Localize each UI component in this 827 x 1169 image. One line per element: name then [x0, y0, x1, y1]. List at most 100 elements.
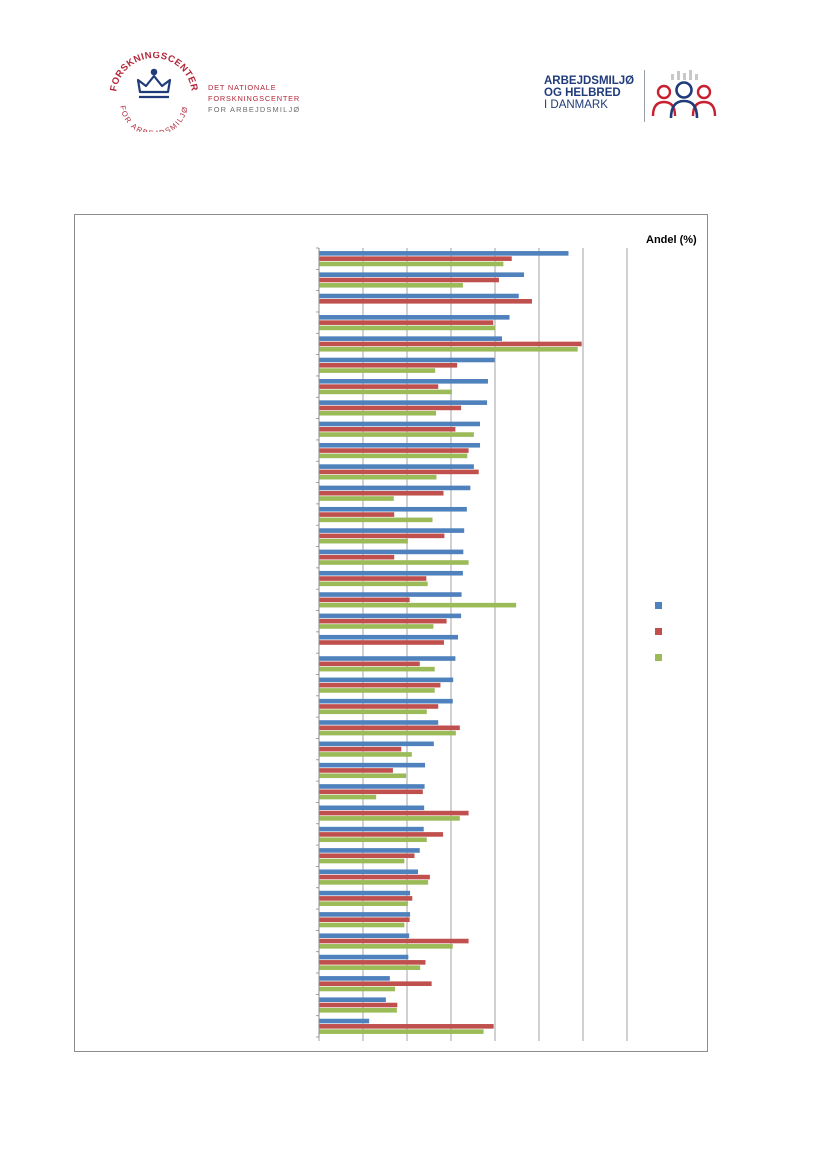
unit-label: Andel (%) [646, 234, 697, 246]
bar-series2 [319, 384, 439, 389]
bar-series1 [319, 464, 474, 469]
bar-series1 [319, 315, 510, 320]
bar-series1 [319, 442, 481, 448]
bar-series2 [319, 362, 458, 368]
bar-series2 [319, 810, 469, 816]
bar-series2 [319, 938, 469, 944]
bar-series1 [319, 784, 425, 789]
bar-series1 [319, 613, 462, 619]
bar-series2 [319, 469, 479, 475]
bar-series1 [319, 826, 424, 832]
bar-series3 [319, 261, 504, 267]
bar-series3 [319, 560, 469, 565]
bar-series2 [319, 789, 423, 795]
bar-series2 [319, 896, 413, 901]
bar-series2 [319, 256, 512, 261]
bar-series2 [319, 405, 462, 411]
bar-series3 [319, 858, 405, 864]
bar-series3 [319, 709, 427, 715]
bar-series3 [319, 922, 405, 928]
bar-series3 [319, 496, 394, 501]
bar-series3 [319, 517, 433, 523]
bar-series3 [319, 432, 474, 437]
bar-series2 [319, 277, 499, 283]
bar-series1 [319, 912, 411, 917]
bar-series1 [319, 400, 488, 405]
bar-series1 [319, 251, 569, 256]
bar-series1 [319, 357, 495, 363]
bar-series1 [319, 421, 481, 427]
logo-divider [644, 70, 645, 122]
bar-series1 [319, 506, 467, 512]
bar-series3 [319, 602, 517, 608]
ahd-line2: OG HELBRED [544, 87, 621, 99]
bar-series2 [319, 661, 420, 667]
bar-series2 [319, 746, 402, 752]
bar-series3 [319, 794, 377, 800]
bar-series3 [319, 944, 453, 949]
bar-series2 [319, 512, 395, 517]
bar-series1 [319, 933, 410, 939]
legend-swatch [655, 628, 662, 635]
bar-series2 [319, 917, 410, 923]
bar-series3 [319, 453, 468, 459]
bar-series1 [319, 741, 434, 747]
bar-series3 [319, 986, 396, 992]
bar-series3 [319, 688, 435, 693]
bar-series2 [319, 576, 427, 581]
bar-series3 [319, 730, 456, 736]
bar-series2 [319, 597, 410, 603]
bar-series1 [319, 570, 463, 576]
bar-series2 [319, 682, 441, 688]
bar-series3 [319, 1008, 397, 1013]
legend-swatch [655, 654, 662, 661]
ahd-logo: ARBEJDSMILJØ OG HELBRED I DANMARK [544, 68, 719, 124]
ahd-line1: ARBEJDSMILJØ [544, 75, 635, 87]
bar-series2 [319, 448, 469, 453]
bar-series3 [319, 346, 578, 352]
bar-series1 [319, 954, 409, 960]
bar-series1 [319, 293, 519, 299]
bar-series3 [319, 368, 436, 373]
bar-series1 [319, 869, 418, 875]
bar-series3 [319, 538, 408, 544]
bar-series2 [319, 299, 532, 304]
bar-series2 [319, 1002, 398, 1008]
bar-series1 [319, 272, 525, 277]
org-name: DET NATIONALE FORSKNINGSCENTER FOR ARBEJ… [208, 82, 358, 115]
bar-series3 [319, 752, 412, 757]
bar-series3 [319, 389, 452, 395]
bar-series2 [319, 533, 445, 539]
bar-series2 [319, 618, 447, 624]
bar-series3 [319, 816, 460, 821]
bar-series2 [319, 832, 444, 837]
bar-series1 [319, 549, 464, 555]
bar-series1 [319, 848, 420, 853]
bar-series3 [319, 880, 429, 885]
bar-series1 [319, 379, 488, 384]
crown-seal-icon: FORSKNINGSCENTER FOR ARBEJDSMILJØ [108, 52, 199, 132]
bar-series1 [319, 997, 386, 1003]
bar-series3 [319, 624, 434, 629]
crown-icon [136, 68, 172, 99]
bar-series3 [319, 474, 437, 480]
bar-series2 [319, 704, 439, 709]
bar-series2 [319, 874, 430, 880]
bar-series1 [319, 762, 426, 768]
legend-swatch [655, 602, 662, 609]
bar-series1 [319, 805, 425, 811]
bar-series3 [319, 325, 496, 331]
bar-series2 [319, 981, 432, 986]
bar-series1 [319, 485, 471, 491]
bar-series1 [319, 976, 390, 981]
bar-series3 [319, 901, 408, 906]
bar-series3 [319, 837, 427, 843]
ahd-logo-text: ARBEJDSMILJØ OG HELBRED I DANMARK [544, 75, 634, 111]
bar-series1 [319, 634, 459, 640]
bar-series2 [319, 853, 415, 859]
bar-series3 [319, 581, 428, 587]
nfa-logo: FORSKNINGSCENTER FOR ARBEJDSMILJØ DET NA… [108, 52, 358, 132]
bar-series2 [319, 768, 393, 773]
bar-series1 [319, 528, 465, 533]
bar-series1 [319, 677, 454, 683]
